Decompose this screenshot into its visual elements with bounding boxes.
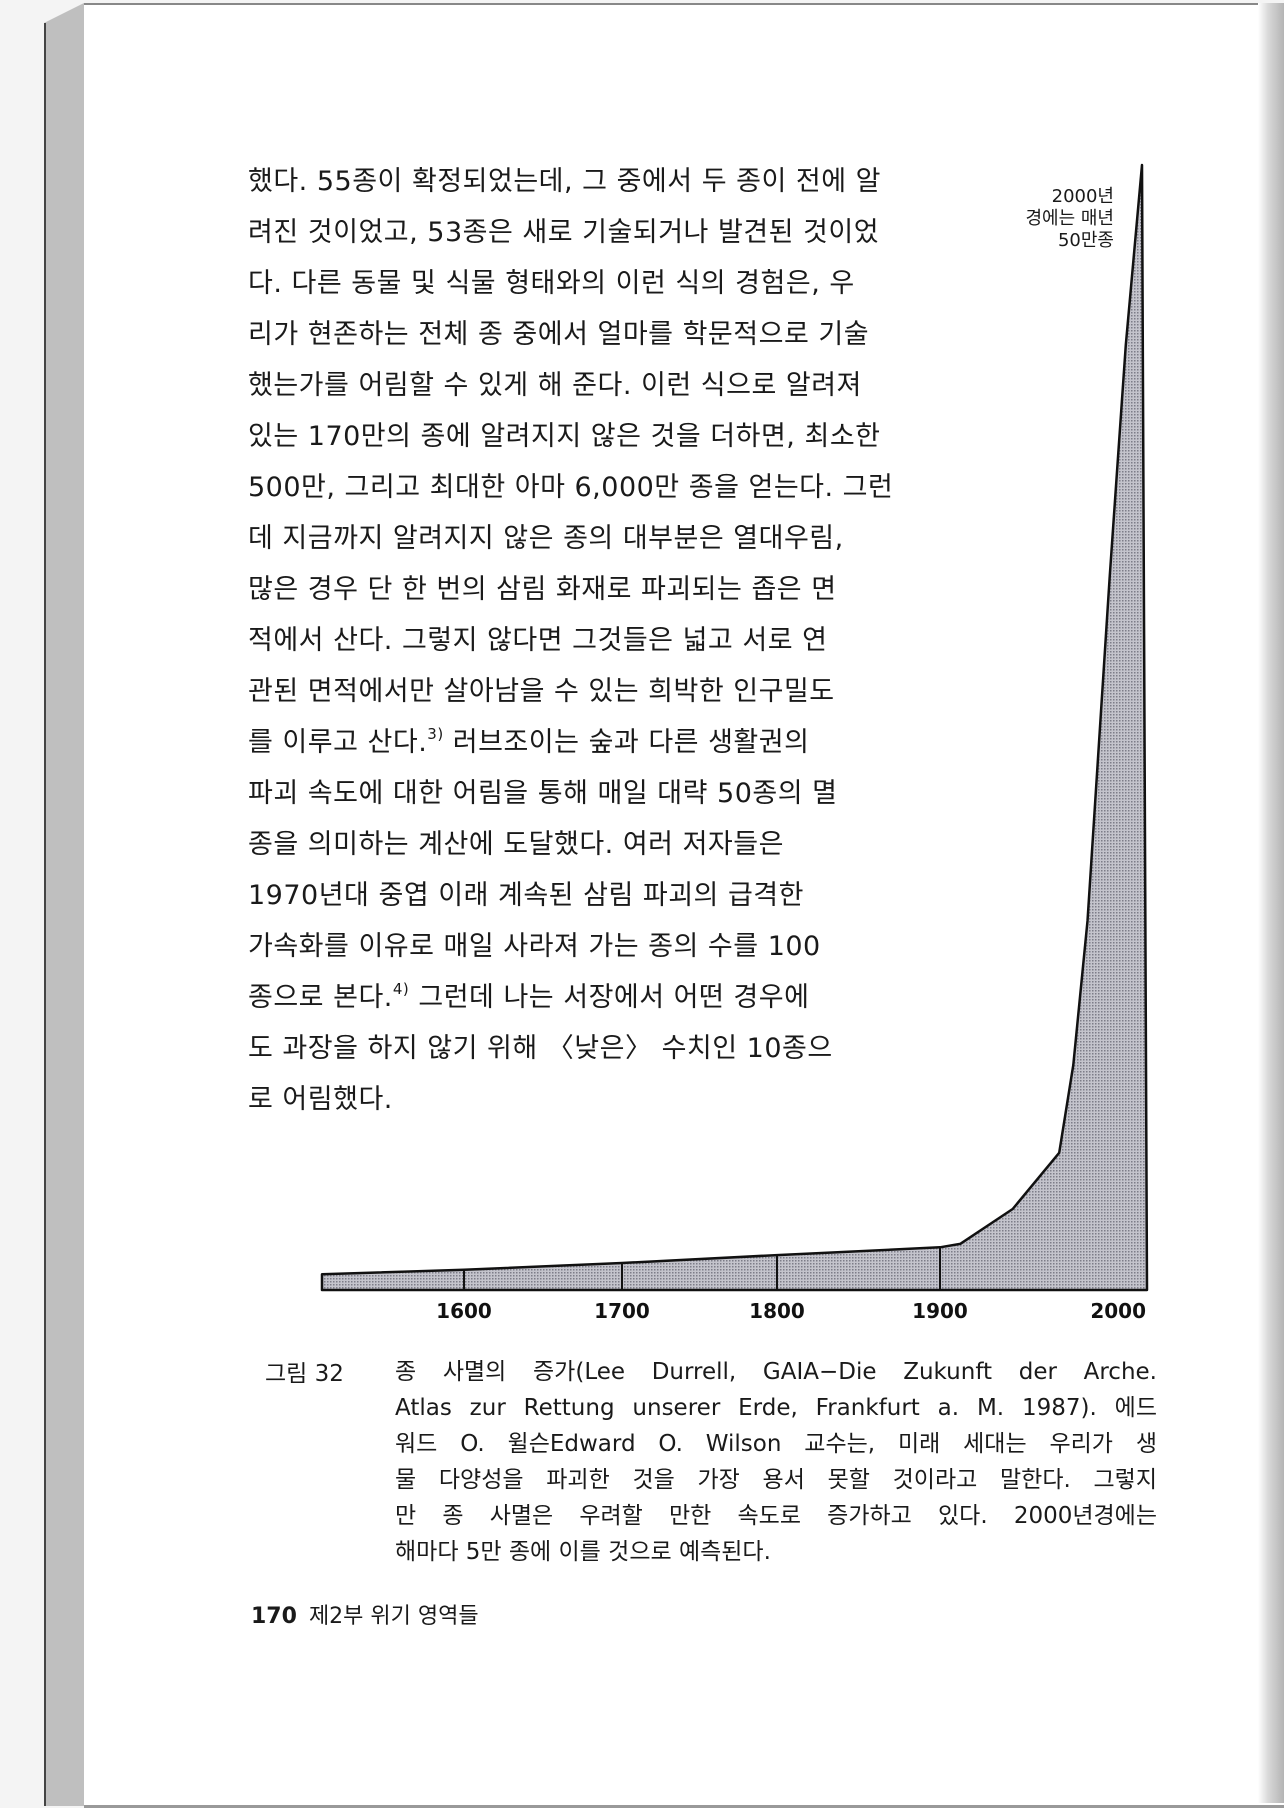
caption-line: 물 다양성을 파괴한 것을 가장 용서 못할 것이라고 말한다. 그렇지 (395, 1467, 1157, 1493)
text-line: 적에서 산다. 그렇지 않다면 그것들은 넓고 서로 연 (248, 625, 828, 656)
text-line: 500만, 그리고 최대한 아마 6,000만 종을 얻는다. 그런 (248, 472, 894, 503)
book-spine-top (44, 3, 84, 23)
page-edge-shadow (1258, 3, 1284, 1803)
text-line: 를 이루고 산다.3) 러브조이는 숲과 다른 생활권의 (248, 727, 809, 759)
caption-line: 해마다 5만 종에 이를 것으로 예측된다. (395, 1539, 771, 1565)
extinction-area (320, 163, 1149, 1292)
footnote-ref[interactable]: 3) (427, 725, 444, 743)
text-line: 데 지금까지 알려지지 않은 종의 대부분은 열대우림, (248, 523, 844, 554)
annotation-line: 경에는 매년 (1025, 208, 1114, 229)
text-line: 가속화를 이유로 매일 사라져 가는 종의 수를 100 (248, 931, 821, 962)
x-tick-label: 1600 (436, 1299, 492, 1323)
text-segment: 그런데 나는 서장에서 어떤 경우에 (409, 982, 810, 1013)
text-line: 많은 경우 단 한 번의 삼림 화재로 파괴되는 좁은 면 (248, 574, 837, 605)
chart-annotation: 2000년 경에는 매년 50만종 (1025, 186, 1114, 252)
caption-line: 워드 O. 윌슨Edward O. Wilson 교수는, 미래 세대는 우리가… (395, 1431, 1157, 1457)
text-line: 리가 현존하는 전체 종 중에서 얼마를 학문적으로 기술 (248, 319, 870, 350)
text-line: 있는 170만의 종에 알려지지 않은 것을 더하면, 최소한 (248, 421, 881, 452)
running-header: 제2부 위기 영역들 (308, 1604, 479, 1629)
text-line: 도 과장을 하지 않기 위해 〈낮은〉 수치인 10종으 (248, 1033, 833, 1064)
caption-line: 종 사멸의 증가(Lee Durrell, GAIA−Die Zukunft d… (395, 1359, 1157, 1385)
text-segment: 를 이루고 산다. (248, 727, 428, 758)
page-footer: 170 제2부 위기 영역들 (251, 1598, 479, 1630)
page-number: 170 (251, 1604, 297, 1629)
text-line: 종을 의미하는 계산에 도달했다. 여러 저자들은 (248, 829, 784, 860)
text-line: 관된 면적에서만 살아남을 수 있는 희박한 인구밀도 (248, 676, 835, 707)
text-line: 로 어림했다. (248, 1084, 393, 1115)
caption-line: 만 종 사멸은 우려할 만한 속도로 증가하고 있다. 2000년경에는 (395, 1503, 1157, 1529)
text-line: 했다. 55종이 확정되었는데, 그 중에서 두 종이 전에 알 (248, 166, 881, 197)
x-tick-label: 1800 (749, 1299, 805, 1323)
book-spine (44, 23, 87, 1806)
caption-line: Atlas zur Rettung unserer Erde, Frankfur… (395, 1395, 1157, 1421)
text-line: 종으로 본다.4) 그런데 나는 서장에서 어떤 경우에 (248, 982, 809, 1014)
footnote-ref[interactable]: 4) (392, 980, 410, 998)
text-segment: 러브조이는 숲과 다른 생활권의 (443, 727, 810, 758)
text-line: 파괴 속도에 대한 어림을 통해 매일 대략 50종의 멸 (248, 778, 838, 809)
annotation-line: 50만종 (1057, 230, 1114, 251)
text-line: 1970년대 중엽 이래 계속된 삼림 파괴의 급격한 (248, 880, 804, 911)
figure-caption: 종 사멸의 증가(Lee Durrell, GAIA−Die Zukunft d… (395, 1354, 1157, 1570)
text-line: 다. 다른 동물 및 식물 형태와의 이런 식의 경험은, 우 (248, 268, 855, 299)
text-line: 려진 것이었고, 53종은 새로 기술되거나 발견된 것이었 (248, 217, 880, 248)
text-line: 했는가를 어림할 수 있게 해 준다. 이런 식으로 알려져 (248, 370, 862, 401)
book-page (84, 3, 1284, 1808)
x-tick-label: 2000 (1090, 1299, 1146, 1323)
x-tick-label: 1700 (594, 1299, 650, 1323)
figure-label: 그림 32 (265, 1361, 344, 1387)
text-segment: 종으로 본다. (248, 982, 393, 1013)
x-tick-label: 1900 (912, 1299, 968, 1323)
annotation-line: 2000년 (1051, 186, 1114, 207)
